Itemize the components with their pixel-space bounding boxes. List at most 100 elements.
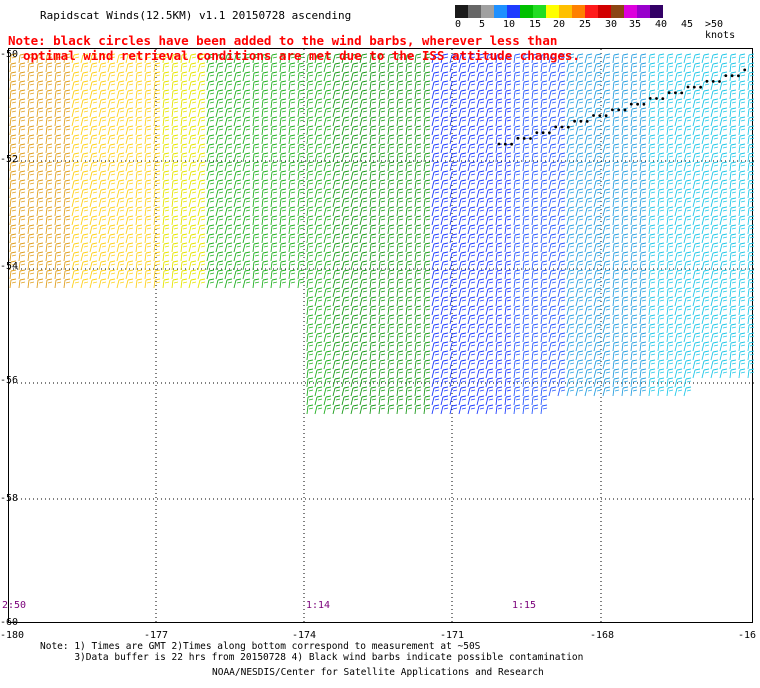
footnote-line-1: Note: 1) Times are GMT 2)Times along bot…	[40, 641, 481, 652]
wind-barbs	[9, 53, 754, 415]
contamination-dot	[661, 97, 665, 100]
legend-label: 35	[629, 19, 642, 30]
contamination-dot	[680, 91, 684, 95]
legend-swatch	[546, 5, 559, 18]
lat-label: -52	[0, 154, 19, 165]
lat-label: -58	[0, 493, 19, 504]
contamination-dot	[699, 85, 702, 89]
chart-title: Rapidscat Winds(12.5KM) v1.1 20150728 as…	[40, 9, 352, 22]
contamination-dot	[674, 91, 677, 95]
footnote-line-2: 3)Data buffer is 22 hrs from 20150728 4)…	[40, 652, 584, 663]
lat-label: -54	[0, 261, 19, 272]
wind-barb-group	[648, 53, 754, 397]
contamination-dot	[541, 131, 545, 135]
legend-color-bar	[455, 5, 663, 18]
lon-label: -174	[292, 630, 317, 641]
contamination-dot	[585, 120, 589, 123]
lon-label: -16	[738, 630, 757, 641]
note-line-1: Note: black circles have been added to t…	[8, 33, 558, 48]
lon-label: -180	[0, 630, 25, 641]
contamination-dot	[604, 114, 608, 118]
contamination-dot	[554, 125, 558, 129]
wind-barb-group	[71, 53, 161, 289]
wind-barb-group	[566, 53, 647, 397]
contamination-dot	[642, 102, 646, 106]
contamination-dot	[743, 68, 747, 72]
contamination-dot	[629, 102, 633, 106]
legend-swatch	[468, 5, 481, 18]
contamination-dot	[516, 136, 520, 140]
legend-label: 25	[579, 19, 592, 30]
legend-swatch	[572, 5, 585, 18]
legend-label: 10	[503, 19, 516, 30]
lon-label: -177	[144, 630, 169, 641]
contamination-dot	[598, 114, 602, 117]
contamination-dot	[529, 137, 532, 140]
legend-swatch	[598, 5, 611, 18]
contamination-dot	[611, 108, 614, 112]
wind-barb-canvas	[9, 49, 754, 624]
footnote: Note: 1) Times are GMT 2)Times along bot…	[40, 641, 583, 663]
legend-swatch	[624, 5, 637, 18]
wind-barb-group	[206, 53, 332, 415]
contamination-dot	[718, 80, 721, 83]
legend-label: 0	[455, 19, 462, 30]
contamination-dot	[636, 102, 639, 106]
legend-swatch	[585, 5, 598, 18]
contamination-dot	[655, 97, 658, 100]
contamination-dot	[737, 74, 740, 78]
lat-label: -60	[0, 617, 19, 628]
legend-swatch	[533, 5, 546, 18]
legend-swatch	[481, 5, 494, 18]
contamination-dot	[623, 108, 627, 112]
contamination-dot	[573, 119, 576, 123]
wind-barb-group	[513, 53, 566, 415]
time-label: 1:15	[512, 600, 537, 611]
legend-label: 5	[479, 19, 486, 30]
contamination-dot	[535, 131, 539, 134]
legend-swatch	[650, 5, 663, 18]
contamination-dot	[724, 74, 728, 77]
contamination-dot	[579, 119, 583, 123]
legend-swatch	[559, 5, 572, 18]
contamination-dot	[617, 108, 621, 112]
wind-barb-group	[162, 53, 206, 289]
contamination-dot	[560, 125, 564, 129]
wind-barb-group	[332, 53, 431, 415]
contamination-markers	[497, 68, 747, 146]
legend-labels: 0 5 10 15 20 25 30 35 40 45 >50 knots	[455, 19, 735, 41]
legend-label: 15	[529, 19, 542, 30]
lat-label: -50	[0, 49, 19, 60]
contamination-dot	[711, 80, 715, 83]
credit-line: NOAA/NESDIS/Center for Satellite Applica…	[212, 667, 544, 678]
lat-label: -56	[0, 375, 19, 386]
legend-swatch	[494, 5, 507, 18]
wind-barb-group	[9, 53, 71, 289]
contamination-dot	[497, 142, 501, 146]
legend-swatch	[455, 5, 468, 18]
legend-label: 20	[553, 19, 566, 30]
legend-swatch	[507, 5, 520, 18]
contamination-dot	[592, 114, 595, 117]
contamination-dot	[730, 74, 734, 78]
wind-speed-legend: 0 5 10 15 20 25 30 35 40 45 >50 knots	[455, 5, 735, 41]
contamination-dot	[686, 85, 690, 89]
time-label: 2:50	[2, 600, 27, 611]
contamination-dot	[522, 137, 526, 140]
contamination-dot	[510, 142, 513, 146]
contamination-dot	[503, 142, 507, 146]
legend-swatch	[637, 5, 650, 18]
contamination-dot	[705, 79, 709, 83]
legend-swatch	[520, 5, 533, 18]
wind-map	[8, 48, 754, 624]
contamination-dot	[648, 97, 652, 100]
legend-label: 40	[655, 19, 668, 30]
note-line-2: optimal wind retrieval conditions are me…	[8, 48, 580, 63]
wind-barb-group	[431, 53, 512, 415]
contamination-dot	[692, 85, 696, 89]
contamination-dot	[667, 91, 671, 95]
legend-swatch	[611, 5, 624, 18]
lon-label: -168	[590, 630, 615, 641]
contamination-note: Note: black circles have been added to t…	[8, 33, 580, 63]
time-label: 1:14	[306, 600, 331, 611]
